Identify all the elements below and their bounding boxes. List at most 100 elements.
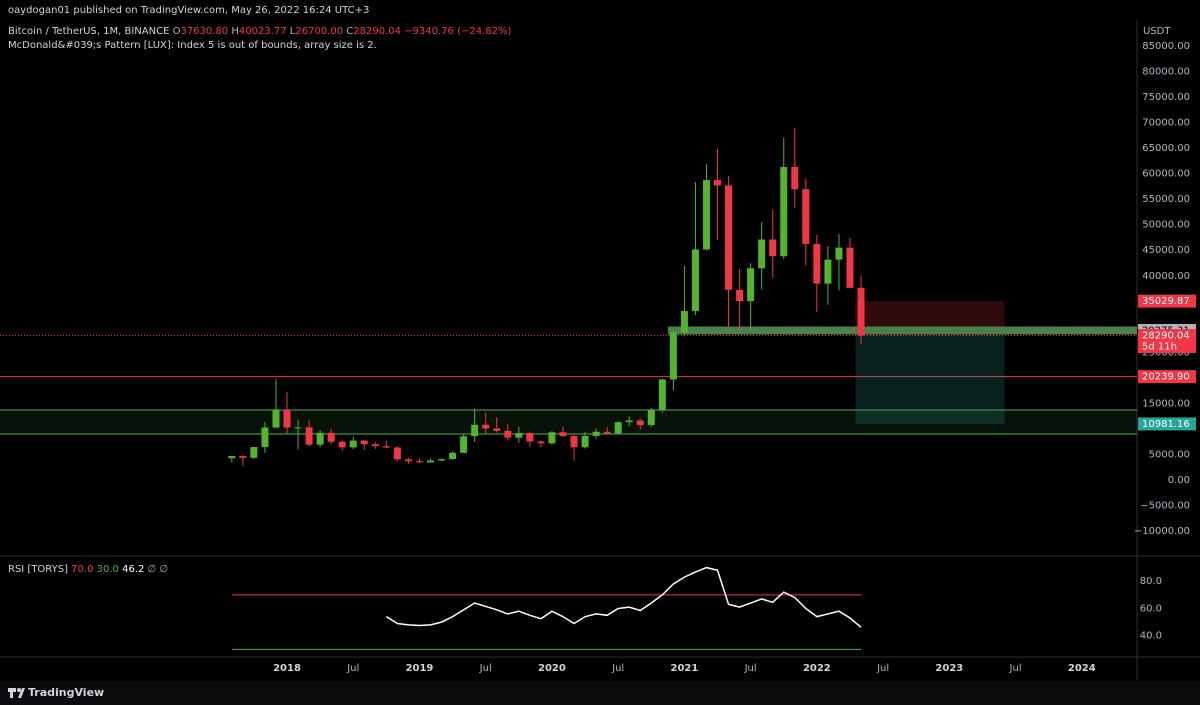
candle-body: [691, 249, 699, 312]
x-tick-label: 2021: [670, 663, 698, 674]
y-tick-label: 55000.00: [1142, 194, 1190, 205]
candle-body: [581, 435, 589, 448]
x-tick-label: Jul: [744, 663, 757, 674]
target-zone: [855, 335, 1005, 424]
legend: Bitcoin / TetherUS, 1M, BINANCE O37630.8…: [8, 26, 511, 37]
ohlc-value: 28290.04: [353, 26, 401, 37]
candle-body: [570, 436, 578, 448]
y-tick-label: 15000.00: [1142, 398, 1190, 409]
price-label-bg: [1138, 329, 1196, 354]
y-tick-label: −10000.00: [1134, 526, 1190, 537]
candle-body: [824, 259, 832, 284]
y-tick-label: 75000.00: [1142, 92, 1190, 103]
x-tick-label: 2018: [273, 663, 301, 674]
x-tick-label: Jul: [876, 663, 889, 674]
candle-body: [371, 444, 379, 447]
target-label-bg: [1138, 417, 1196, 431]
candle-body: [791, 167, 799, 190]
y-tick-label: 50000.00: [1142, 220, 1190, 231]
countdown: 5d 11h: [1142, 342, 1177, 353]
candle-body: [415, 461, 423, 463]
footer-bar: [0, 681, 1200, 705]
candle-body: [404, 459, 412, 462]
candle-body: [272, 409, 280, 428]
target-label: 10981.16: [1142, 419, 1190, 430]
candle-body: [636, 420, 644, 425]
candle-body: [780, 167, 788, 257]
rsi-tick-label: 40.0: [1140, 631, 1162, 642]
candle-body: [250, 446, 258, 458]
rsi-last: 46.2: [122, 564, 144, 575]
x-tick-label: 2020: [538, 663, 566, 674]
y-tick-label: 70000.00: [1142, 118, 1190, 129]
candle-body: [625, 420, 633, 423]
x-tick-label: 2019: [406, 663, 434, 674]
ohlc-value: C: [346, 26, 353, 37]
candle-body: [680, 311, 688, 333]
candle-body: [449, 452, 457, 460]
ohlc-value: L: [290, 26, 296, 37]
rsi-extra: ∅ ∅: [148, 564, 169, 575]
x-tick-label: 2024: [1068, 663, 1096, 674]
candle-body: [658, 379, 666, 410]
candle-body: [702, 180, 710, 250]
rsi-tick-label: 80.0: [1140, 576, 1162, 587]
y-tick-label: 85000.00: [1142, 41, 1190, 52]
ohlc-value: O: [173, 26, 181, 37]
candle-body: [294, 427, 302, 429]
rsi-title: RSI [TORYS]: [8, 564, 68, 575]
rsi-tick-label: 60.0: [1140, 603, 1162, 614]
candle-body: [802, 189, 810, 245]
footer-brand: TradingView: [28, 686, 104, 699]
candle-body: [725, 185, 733, 290]
rsi-band-label: 70.0: [71, 564, 93, 575]
candle-body: [758, 239, 766, 269]
y-tick-label: 60000.00: [1142, 169, 1190, 180]
ohlc-value: 40023.77: [239, 26, 287, 37]
candle-body: [526, 433, 534, 442]
candle-body: [228, 456, 236, 459]
ohlc-value: −9340.76 (−24.82%): [404, 26, 511, 37]
y-tick-label: 40000.00: [1142, 271, 1190, 282]
stop-label-bg: [1138, 294, 1196, 308]
candle-body: [360, 440, 368, 445]
stop-label: 35029.87: [1142, 296, 1190, 307]
x-tick-label: 2022: [803, 663, 831, 674]
candle-body: [747, 268, 755, 302]
candle-body: [316, 432, 324, 445]
x-tick-label: Jul: [611, 663, 624, 674]
candle-body: [283, 409, 291, 428]
candle-body: [846, 247, 854, 288]
indicator-note: McDonald&#039;s Pattern [LUX]: Index 5 i…: [8, 40, 377, 51]
x-tick-label: Jul: [1009, 663, 1022, 674]
hline-label: 20239.90: [1142, 372, 1190, 383]
candle-body: [592, 431, 600, 436]
publish-header: oaydogan01 published on TradingView.com,…: [8, 5, 369, 16]
hline-label-bg: [1138, 370, 1196, 384]
y-tick-label: 5000.00: [1149, 449, 1190, 460]
candle-body: [714, 180, 722, 186]
price-label: 28290.04: [1142, 331, 1190, 342]
ohlc-value: H: [231, 26, 239, 37]
tv-logo: [8, 688, 25, 698]
candle-body: [471, 424, 479, 437]
candle-body: [769, 239, 777, 257]
main-pane: [0, 127, 1137, 466]
candle-body: [305, 427, 313, 445]
symbol-title: Bitcoin / TetherUS, 1M, BINANCE: [8, 26, 169, 37]
candle-body: [548, 432, 556, 444]
x-tick-label: Jul: [479, 663, 492, 674]
candle-body: [438, 459, 446, 461]
x-tick-label: Jul: [346, 663, 359, 674]
candle-body: [736, 289, 744, 302]
candle-body: [835, 247, 843, 260]
ohlc-value: 37630.80: [180, 26, 228, 37]
candle-body: [559, 432, 567, 437]
x-tick-label: 2023: [935, 663, 963, 674]
rsi-band-label: 30.0: [97, 564, 119, 575]
y-tick-label: 0.00: [1168, 475, 1190, 486]
candle-body: [813, 244, 821, 284]
